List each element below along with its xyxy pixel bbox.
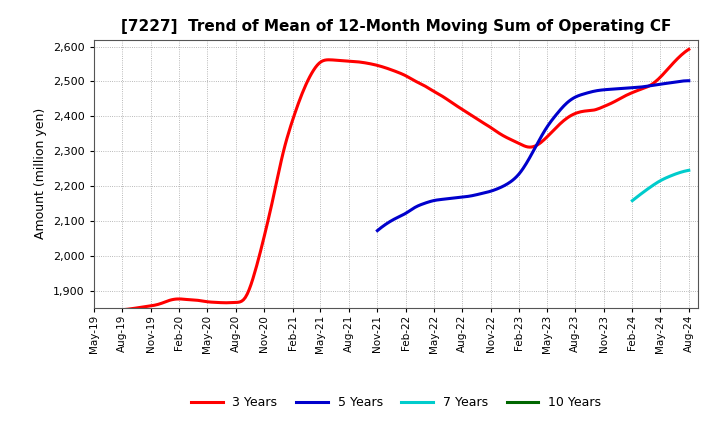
3 Years: [455, 105, 464, 110]
Legend: 3 Years, 5 Years, 7 Years, 10 Years: 3 Years, 5 Years, 7 Years, 10 Years: [186, 392, 606, 414]
Title: [7227]  Trend of Mean of 12-Month Moving Sum of Operating CF: [7227] Trend of Mean of 12-Month Moving …: [121, 19, 671, 34]
5 Years: [559, 104, 567, 110]
5 Years: [564, 99, 572, 105]
3 Years: [685, 47, 693, 52]
Y-axis label: Amount (million yen): Amount (million yen): [35, 108, 48, 239]
5 Years: [655, 82, 664, 87]
7 Years: [662, 175, 671, 180]
3 Years: [464, 111, 473, 117]
3 Years: [120, 307, 128, 312]
7 Years: [629, 198, 637, 203]
3 Years: [118, 307, 127, 312]
5 Years: [374, 227, 383, 232]
Line: 5 Years: 5 Years: [377, 81, 689, 231]
3 Years: [631, 88, 640, 94]
5 Years: [636, 84, 644, 90]
3 Years: [595, 106, 604, 111]
7 Years: [679, 169, 688, 174]
7 Years: [662, 175, 670, 180]
7 Years: [685, 168, 693, 173]
7 Years: [675, 170, 684, 175]
7 Years: [628, 198, 636, 203]
3 Years: [454, 104, 462, 109]
5 Years: [557, 106, 566, 111]
Line: 3 Years: 3 Years: [122, 49, 689, 310]
5 Years: [685, 78, 693, 83]
Line: 7 Years: 7 Years: [632, 170, 689, 201]
7 Years: [662, 176, 670, 181]
5 Years: [373, 228, 382, 233]
